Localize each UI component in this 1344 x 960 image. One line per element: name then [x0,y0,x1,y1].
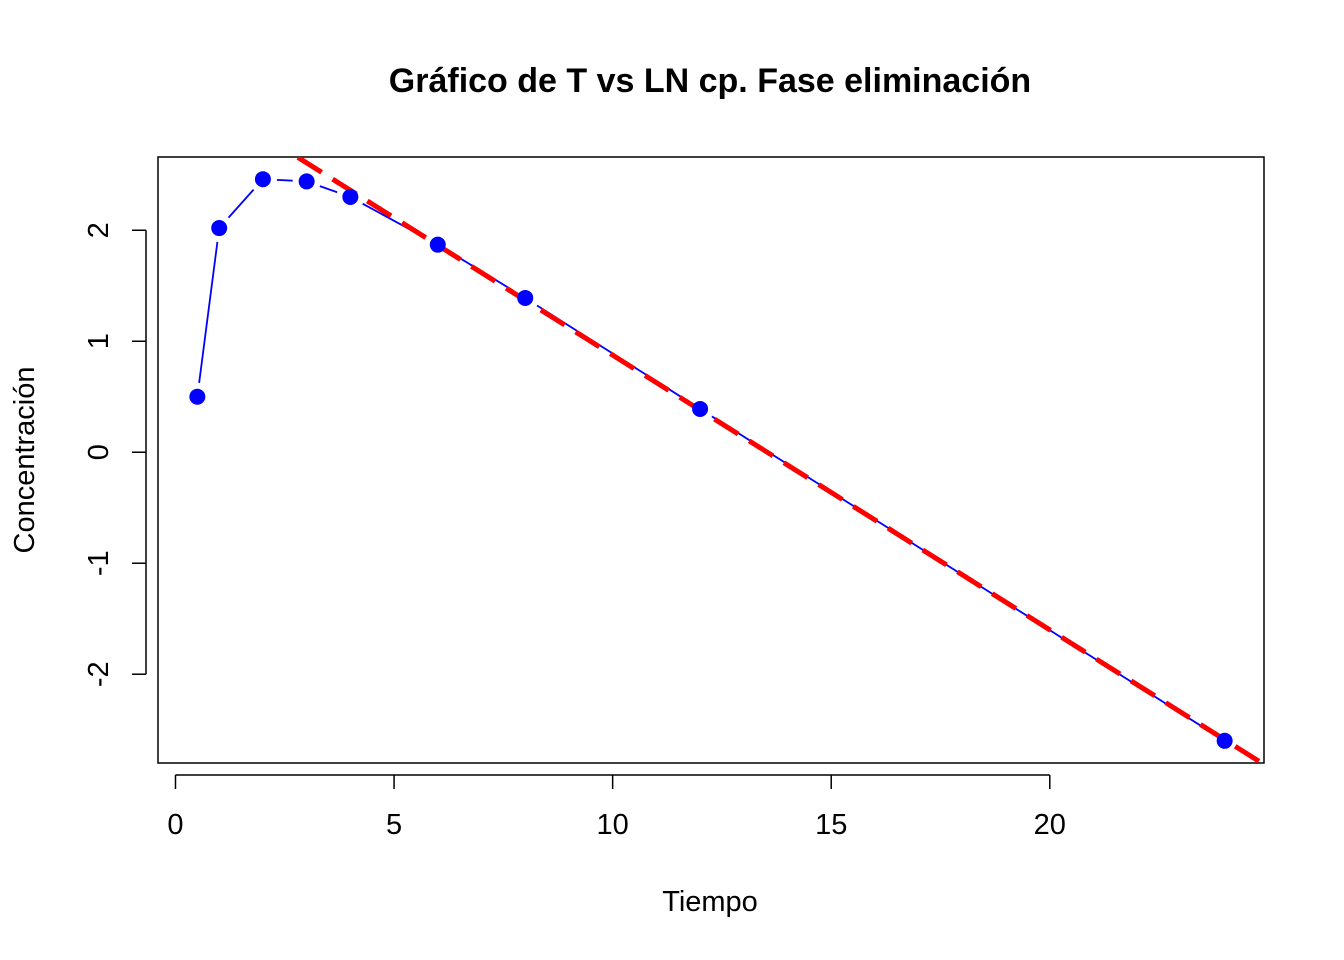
elimination-fit-line [296,157,1264,763]
data-point [254,171,271,188]
data-point [298,173,315,190]
y-tick-label: 2 [83,222,115,238]
chart-title: Gráfico de T vs LN cp. Fase eliminación [389,62,1031,100]
y-tick-label: 0 [83,444,115,460]
x-tick-label: 20 [1034,809,1066,841]
observed-line-segment [276,179,293,182]
data-point [692,400,709,417]
observed-line-segment [227,189,255,219]
data-point [1216,732,1233,749]
y-tick-label: -2 [83,661,115,687]
x-axis-label: Tiempo [662,886,758,918]
y-axis-label: Concentración [9,367,41,554]
data-point [211,220,228,237]
data-point [342,188,359,205]
y-tick-label: -1 [83,550,115,576]
x-tick-label: 15 [815,809,847,841]
observed-line-segment [198,241,219,383]
x-tick-label: 0 [167,809,183,841]
plot-area-frame [157,156,1265,764]
data-point [429,236,446,253]
observed-line-segment [319,185,338,194]
data-point [189,388,206,405]
y-tick-label: 1 [83,333,115,349]
data-point [517,289,534,306]
x-axis: 0 5 10 15 20 [167,774,1066,841]
x-tick-label: 10 [597,809,629,841]
x-tick-label: 5 [386,809,402,841]
y-axis: -2 -1 0 1 2 [83,222,147,687]
series-layer [189,157,1264,763]
